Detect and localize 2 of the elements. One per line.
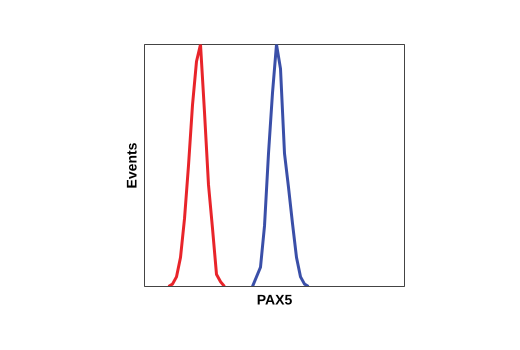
x-axis-title: PAX5 xyxy=(256,292,292,308)
y-axis-title: Events xyxy=(124,142,140,188)
